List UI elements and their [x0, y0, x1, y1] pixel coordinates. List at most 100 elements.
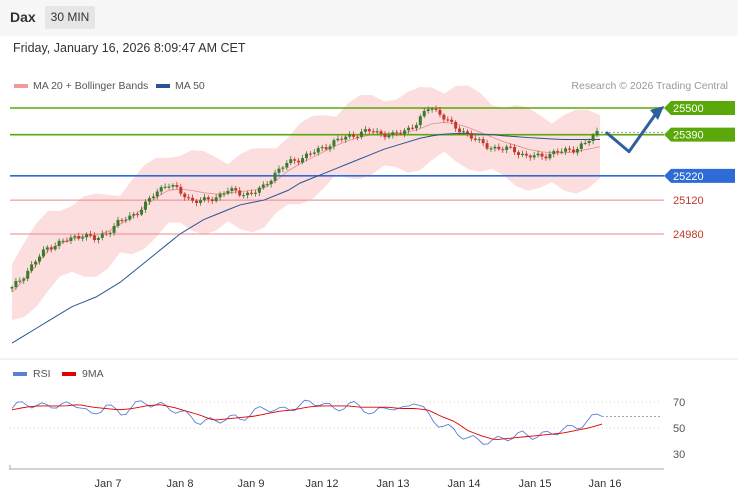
- candle-body: [399, 133, 403, 135]
- candle-body: [167, 186, 171, 188]
- candle-body: [308, 153, 312, 155]
- x-tick-label: Jan 7: [95, 478, 122, 490]
- candle-body: [540, 153, 544, 157]
- candle-body: [202, 197, 206, 201]
- candle-body: [179, 186, 183, 194]
- level-label-25500: 25500: [673, 103, 704, 115]
- candle-body: [289, 159, 293, 164]
- rsi-tick-70: 70: [673, 397, 685, 409]
- candle-body: [108, 232, 112, 234]
- candle-body: [53, 245, 57, 250]
- x-tick-label: Jan 12: [305, 478, 338, 490]
- candle-body: [183, 193, 187, 198]
- ma20-line: [11, 122, 601, 293]
- candle-body: [234, 188, 238, 191]
- candle-body: [356, 136, 360, 138]
- rsi-ma-line: [11, 404, 603, 440]
- candle-body: [513, 147, 517, 153]
- candle-body: [265, 184, 269, 186]
- candle-body: [316, 148, 320, 153]
- x-tick-label: Jan 14: [447, 478, 480, 490]
- candle-body: [112, 226, 116, 233]
- candle-body: [442, 114, 446, 120]
- candle-body: [501, 149, 505, 151]
- candle-body: [85, 234, 89, 238]
- candle-body: [450, 119, 454, 122]
- candle-body: [509, 146, 513, 148]
- level-label-25220: 25220: [673, 171, 704, 183]
- candle-body: [410, 127, 414, 129]
- candle-body: [128, 215, 132, 220]
- candle-body: [469, 133, 473, 139]
- candle-body: [536, 153, 540, 156]
- candle-body: [583, 142, 587, 144]
- candle-body: [285, 163, 289, 168]
- candle-body: [473, 138, 477, 140]
- timeframe-button[interactable]: 30 MIN: [45, 6, 95, 29]
- candle-body: [379, 131, 383, 134]
- level-label-25390: 25390: [673, 130, 704, 142]
- forecast-arrowhead: [650, 106, 664, 120]
- level-tag-25390: [664, 127, 735, 142]
- candle-body: [340, 138, 344, 140]
- candle-body: [57, 240, 61, 246]
- x-tick-label: Jan 9: [238, 478, 265, 490]
- candle-body: [528, 155, 532, 158]
- forecast-arrow: [605, 107, 662, 154]
- candle-body: [269, 180, 273, 185]
- candle-body: [238, 190, 242, 196]
- candle-body: [89, 234, 93, 236]
- candle-body: [407, 127, 411, 131]
- rsi-ma-legend-label: 9MA: [82, 368, 104, 380]
- candle-body: [14, 281, 18, 288]
- candle-body: [41, 249, 45, 257]
- x-tick-label: Jan 8: [167, 478, 194, 490]
- candle-body: [222, 193, 226, 195]
- candle-body: [359, 131, 363, 137]
- rsi-tick-30: 30: [673, 449, 685, 461]
- candle-body: [242, 195, 246, 197]
- candle-body: [30, 264, 34, 271]
- candle-body: [171, 184, 175, 187]
- candle-body: [301, 158, 305, 163]
- x-tick-label: Jan 13: [376, 478, 409, 490]
- candle-body: [81, 237, 85, 239]
- ma50-legend-swatch: [156, 84, 170, 88]
- candle-body: [320, 147, 324, 149]
- candle-body: [65, 240, 69, 242]
- x-tick-label: Jan 16: [588, 478, 621, 490]
- candle-body: [595, 131, 599, 136]
- candle-body: [371, 131, 375, 133]
- candle-body: [446, 119, 450, 121]
- candle-body: [493, 146, 497, 149]
- candle-body: [489, 148, 493, 150]
- candle-body: [438, 109, 442, 115]
- candle-body: [206, 197, 210, 200]
- candle-body: [49, 247, 53, 250]
- candle-body: [61, 240, 65, 242]
- candle-body: [191, 197, 195, 201]
- research-credit: Research © 2026 Trading Central: [571, 80, 728, 92]
- candle-body: [77, 236, 81, 239]
- candle-body: [34, 261, 38, 265]
- candle-body: [387, 135, 391, 138]
- candle-body: [552, 151, 556, 155]
- candle-body: [37, 256, 41, 262]
- candle-body: [132, 214, 136, 216]
- candle-body: [273, 172, 277, 181]
- candle-body: [22, 278, 26, 281]
- candle-body: [579, 143, 583, 150]
- candle-body: [214, 197, 218, 202]
- candle-body: [430, 108, 434, 110]
- candle-body: [116, 220, 120, 227]
- bollinger-legend-swatch: [14, 84, 28, 88]
- ma50-line: [11, 132, 600, 344]
- candle-body: [104, 233, 108, 235]
- symbol-label: Dax: [10, 9, 36, 25]
- x-tick-label: Jan 15: [518, 478, 551, 490]
- candle-body: [403, 130, 407, 135]
- candle-body: [218, 193, 222, 198]
- candle-body: [143, 201, 147, 210]
- candle-body: [375, 131, 379, 133]
